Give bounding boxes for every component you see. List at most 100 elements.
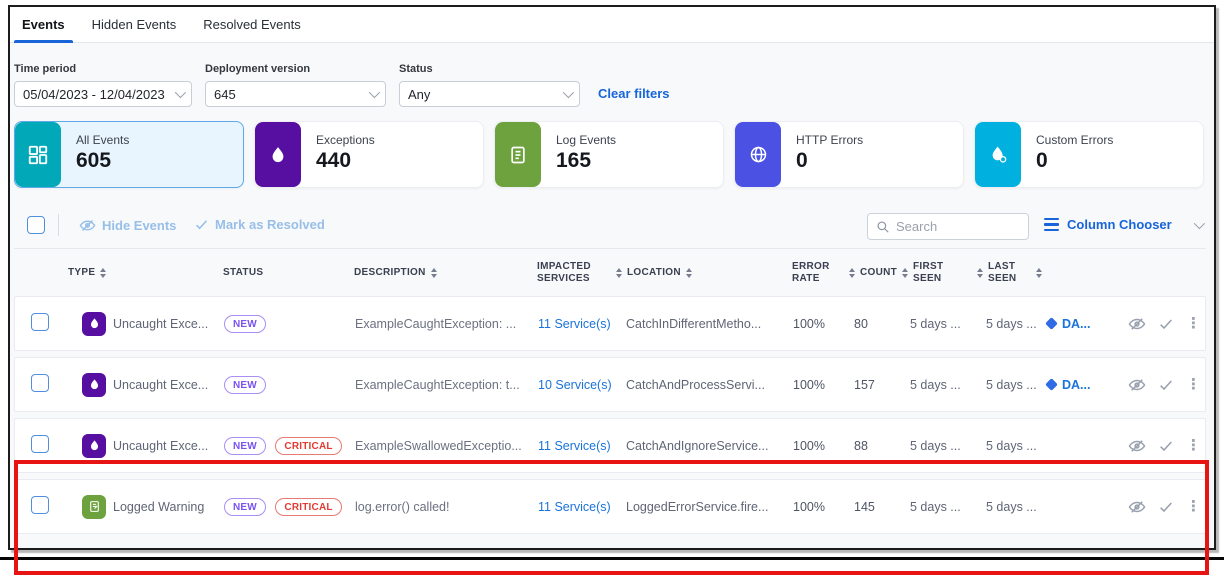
table-row: Uncaught Exce... NEW CRITICAL ExampleSwa… bbox=[14, 418, 1206, 473]
row-menu-icon[interactable]: ⋮ bbox=[1186, 375, 1201, 393]
description-cell[interactable]: log.error() called! bbox=[355, 499, 450, 514]
document-icon bbox=[495, 122, 541, 187]
sort-icon[interactable] bbox=[616, 267, 622, 278]
header-first-seen[interactable]: FIRST SEEN bbox=[898, 261, 973, 285]
impacted-services-link[interactable]: 11 Service(s) bbox=[538, 316, 611, 331]
resolve-event-icon[interactable] bbox=[1158, 377, 1174, 393]
row-checkbox[interactable] bbox=[31, 435, 49, 453]
hide-event-icon[interactable] bbox=[1128, 376, 1146, 394]
time-period-value: 05/04/2023 - 12/04/2023 bbox=[23, 86, 165, 102]
card-log-events[interactable]: Log Events 165 bbox=[494, 121, 724, 188]
sort-icon[interactable] bbox=[902, 267, 908, 278]
hide-events-button[interactable]: Hide Events bbox=[79, 217, 176, 234]
sort-icon[interactable] bbox=[849, 267, 855, 278]
description-cell[interactable]: ExampleSwallowedExceptio... bbox=[355, 438, 522, 453]
sort-icon[interactable] bbox=[430, 267, 437, 278]
row-checkbox[interactable] bbox=[31, 374, 49, 392]
type-label: Uncaught Exce... bbox=[113, 438, 209, 453]
sort-icon[interactable] bbox=[100, 267, 107, 278]
type-label: Logged Warning bbox=[113, 499, 205, 514]
impacted-services-link[interactable]: 10 Service(s) bbox=[538, 377, 612, 392]
status-badge-new: NEW bbox=[224, 436, 266, 455]
card-label: HTTP Errors bbox=[796, 133, 864, 147]
page-content: Time period Deployment version Status 05… bbox=[10, 43, 1214, 575]
jira-diamond-icon bbox=[1045, 378, 1058, 391]
status-select[interactable]: Any bbox=[399, 81, 580, 107]
row-checkbox[interactable] bbox=[31, 313, 49, 331]
card-exceptions[interactable]: Exceptions 440 bbox=[254, 121, 484, 188]
card-value: 605 bbox=[76, 149, 112, 172]
card-value: 440 bbox=[316, 149, 352, 172]
chevron-down-icon bbox=[1193, 217, 1205, 229]
row-menu-icon[interactable]: ⋮ bbox=[1186, 436, 1201, 454]
card-all-events[interactable]: All Events 605 bbox=[14, 121, 244, 188]
description-cell[interactable]: ExampleCaughtException: ... bbox=[355, 316, 517, 331]
error-rate-cell: 100% bbox=[793, 377, 825, 392]
resolve-event-icon[interactable] bbox=[1158, 499, 1174, 515]
exception-type-icon bbox=[82, 311, 106, 336]
header-count[interactable]: COUNT bbox=[845, 267, 898, 279]
search-input[interactable] bbox=[896, 219, 1006, 234]
app-window: Events Hidden Events Resolved Events Tim… bbox=[8, 5, 1216, 575]
deployment-version-value: 645 bbox=[214, 86, 236, 102]
impacted-services-link[interactable]: 11 Service(s) bbox=[538, 438, 611, 453]
time-period-label: Time period bbox=[14, 63, 77, 75]
flame-gear-icon bbox=[975, 122, 1021, 187]
table-row: Uncaught Exce... NEW ExampleCaughtExcept… bbox=[14, 357, 1206, 412]
jira-diamond-icon bbox=[1045, 317, 1058, 330]
header-description[interactable]: DESCRIPTION bbox=[350, 267, 533, 279]
header-impacted-services[interactable]: IMPACTED SERVICES bbox=[537, 260, 591, 284]
row-menu-icon[interactable]: ⋮ bbox=[1186, 314, 1201, 332]
tab-hidden-events[interactable]: Hidden Events bbox=[91, 17, 177, 32]
impacted-services-link[interactable]: 11 Service(s) bbox=[538, 499, 611, 514]
last-seen-cell: 5 days ... bbox=[986, 499, 1037, 514]
resolve-event-icon[interactable] bbox=[1158, 316, 1174, 332]
first-seen-cell: 5 days ... bbox=[910, 499, 961, 514]
search-box bbox=[867, 213, 1029, 240]
header-status[interactable]: STATUS bbox=[223, 266, 264, 278]
tab-bar: Events Hidden Events Resolved Events bbox=[10, 7, 1214, 43]
row-menu-icon[interactable]: ⋮ bbox=[1186, 497, 1201, 515]
sort-icon[interactable] bbox=[977, 267, 983, 278]
hide-event-icon[interactable] bbox=[1128, 498, 1146, 516]
resolve-event-icon[interactable] bbox=[1158, 438, 1174, 454]
error-rate-cell: 100% bbox=[793, 316, 825, 331]
time-period-select[interactable]: 05/04/2023 - 12/04/2023 bbox=[14, 81, 192, 107]
type-label: Uncaught Exce... bbox=[113, 377, 209, 392]
summary-cards: All Events 605 Exceptions 440 bbox=[14, 121, 1204, 188]
sort-icon[interactable] bbox=[685, 267, 692, 278]
error-rate-cell: 100% bbox=[793, 499, 825, 514]
column-chooser-button[interactable]: Column Chooser bbox=[1044, 217, 1205, 232]
search-icon bbox=[877, 220, 889, 233]
description-cell[interactable]: ExampleCaughtException: t... bbox=[355, 377, 520, 392]
header-type[interactable]: TYPE bbox=[64, 267, 219, 279]
header-error-rate[interactable]: ERROR RATE bbox=[792, 260, 830, 284]
hide-event-icon[interactable] bbox=[1128, 315, 1146, 333]
last-seen-cell: 5 days ... bbox=[986, 438, 1037, 453]
deployment-version-select[interactable]: 645 bbox=[205, 81, 386, 107]
mark-resolved-button[interactable]: Mark as Resolved bbox=[194, 217, 325, 232]
ticket-link[interactable]: DA... bbox=[1062, 316, 1091, 331]
exception-type-icon bbox=[82, 372, 106, 397]
exception-type-icon bbox=[82, 433, 106, 458]
row-checkbox[interactable] bbox=[31, 496, 49, 514]
count-cell: 145 bbox=[854, 499, 875, 514]
sort-icon[interactable] bbox=[1036, 267, 1042, 278]
events-table: TYPE STATUS DESCRIPTION IMPACTED SERVICE… bbox=[14, 248, 1206, 540]
globe-icon bbox=[735, 122, 781, 187]
location-cell: CatchAndProcessServi... bbox=[626, 377, 765, 392]
chevron-down-icon bbox=[562, 86, 575, 99]
chevron-down-icon bbox=[174, 86, 187, 99]
select-all-checkbox[interactable] bbox=[27, 216, 45, 234]
header-last-seen[interactable]: LAST SEEN bbox=[973, 261, 1042, 285]
tab-resolved-events[interactable]: Resolved Events bbox=[203, 17, 301, 32]
clear-filters-button[interactable]: Clear filters bbox=[598, 86, 670, 101]
ticket-link[interactable]: DA... bbox=[1062, 377, 1091, 392]
card-http-errors[interactable]: HTTP Errors 0 bbox=[734, 121, 964, 188]
card-custom-errors[interactable]: Custom Errors 0 bbox=[974, 121, 1204, 188]
tab-events[interactable]: Events bbox=[14, 7, 73, 43]
header-location[interactable]: LOCATION bbox=[612, 267, 788, 279]
count-cell: 80 bbox=[854, 316, 868, 331]
hide-event-icon[interactable] bbox=[1128, 437, 1146, 455]
table-row: Uncaught Exce... NEW ExampleCaughtExcept… bbox=[14, 296, 1206, 351]
